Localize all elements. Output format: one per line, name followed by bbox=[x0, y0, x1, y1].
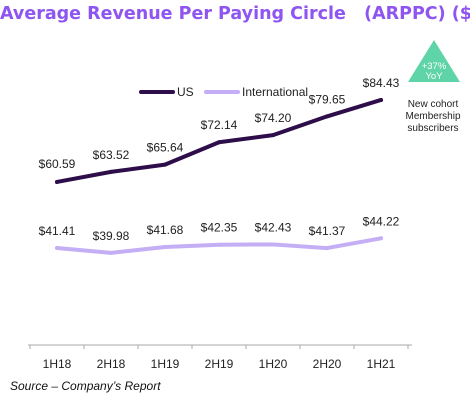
x-tick-label: 1H19 bbox=[151, 357, 180, 371]
data-label: $42.35 bbox=[201, 221, 238, 235]
yoy-badge bbox=[408, 40, 460, 82]
annotation-line-2: Membership bbox=[405, 111, 460, 122]
x-tick-label: 1H18 bbox=[43, 357, 72, 371]
data-label: $63.52 bbox=[93, 148, 130, 162]
data-point bbox=[325, 114, 329, 119]
x-axis-ticks: 1H18 2H18 1H19 2H19 1H20 2H20 1H21 bbox=[29, 345, 409, 371]
data-point bbox=[163, 245, 167, 250]
data-label: $39.98 bbox=[93, 229, 130, 243]
data-label: $44.22 bbox=[363, 214, 400, 228]
data-point bbox=[55, 179, 59, 184]
annotation-line-1: New cohort bbox=[408, 99, 459, 110]
data-label: $74.20 bbox=[255, 111, 292, 125]
x-tick-label: 2H18 bbox=[97, 357, 126, 371]
data-label: $65.64 bbox=[147, 141, 184, 155]
data-label: $41.37 bbox=[309, 224, 346, 238]
data-label: $41.68 bbox=[147, 223, 184, 237]
data-label: $79.65 bbox=[309, 92, 346, 106]
annotation-line-3: subscribers bbox=[407, 123, 458, 134]
data-point bbox=[271, 133, 275, 138]
x-tick-label: 2H20 bbox=[313, 357, 342, 371]
badge-text-1: +37% bbox=[422, 61, 447, 72]
x-tick-label: 1H21 bbox=[367, 357, 396, 371]
data-label: $60.59 bbox=[39, 157, 76, 171]
data-point bbox=[55, 245, 59, 250]
badge-text-2: YoY bbox=[425, 71, 443, 82]
plot-area: $60.59 $63.52 $65.64 $72.14 $74.20 $79.65 $84.… bbox=[39, 76, 400, 255]
data-label: $41.41 bbox=[39, 224, 76, 238]
x-tick-label: 1H20 bbox=[259, 357, 288, 371]
x-tick-label: 2H19 bbox=[205, 357, 234, 371]
legend-label-international: International bbox=[242, 85, 308, 99]
data-label: $42.43 bbox=[255, 220, 292, 234]
data-label: $72.14 bbox=[201, 118, 238, 132]
data-point bbox=[379, 236, 383, 241]
data-point bbox=[379, 97, 383, 102]
data-point bbox=[109, 250, 113, 255]
data-point bbox=[217, 140, 221, 145]
data-point bbox=[325, 246, 329, 251]
legend-label-us: US bbox=[177, 85, 194, 99]
chart-title: Average Revenue Per Paying Circle (ARPPC… bbox=[0, 4, 470, 24]
data-point bbox=[109, 169, 113, 174]
data-point bbox=[217, 242, 221, 247]
data-point bbox=[271, 242, 275, 247]
data-label: $84.43 bbox=[363, 76, 400, 90]
data-point bbox=[163, 162, 167, 167]
source-note: Source – Company’s Report bbox=[10, 379, 161, 393]
